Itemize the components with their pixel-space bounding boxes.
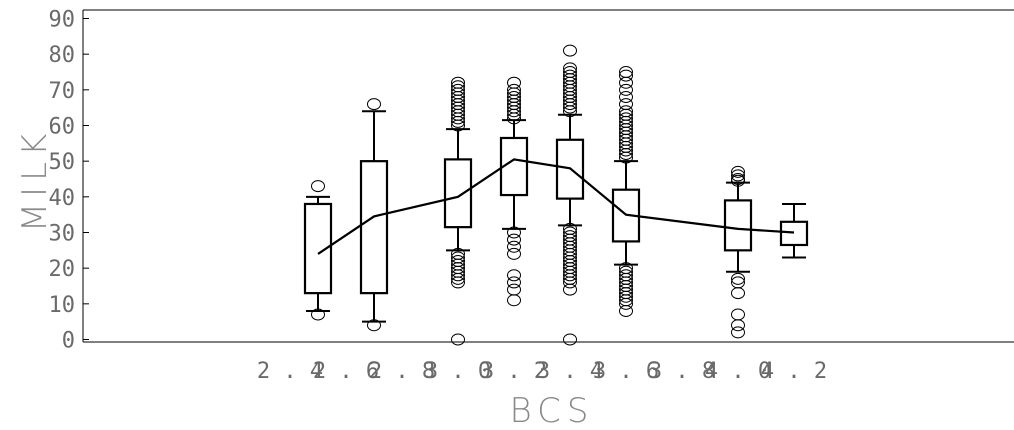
outlier-point: [563, 226, 577, 239]
outlier-point: [507, 90, 521, 103]
outlier-point: [563, 62, 577, 75]
outlier-point: [451, 333, 465, 346]
box-group: [555, 44, 585, 346]
y-tick-label: 20: [49, 257, 76, 282]
outlier-point: [507, 294, 521, 307]
y-tick-label: 40: [49, 186, 76, 211]
outlier-point: [451, 255, 465, 268]
outlier-point: [451, 247, 465, 260]
box-rect: [723, 199, 753, 252]
outlier-point: [507, 283, 521, 296]
box-rect: [303, 202, 333, 295]
outlier-point: [731, 308, 745, 321]
outlier-point: [507, 247, 521, 260]
outlier-point: [563, 333, 577, 346]
y-tick-label: 90: [49, 8, 76, 33]
box-group: [611, 66, 641, 317]
mean-line: [317, 158, 795, 255]
outlier-point: [451, 83, 465, 96]
outlier-point: [731, 276, 745, 289]
x-tick-label: 4 . 2: [761, 359, 827, 384]
outlier-point: [619, 269, 633, 282]
outlier-point: [619, 105, 633, 118]
outlier-point: [731, 165, 745, 178]
box-rect: [443, 158, 473, 229]
y-tick-label: 80: [49, 43, 76, 68]
outlier-point: [619, 66, 633, 78]
outlier-point: [507, 233, 521, 246]
outlier-point: [619, 69, 633, 82]
outlier-point: [451, 80, 465, 93]
box-group: [779, 202, 809, 259]
outlier-point: [731, 173, 745, 185]
box-rect: [499, 136, 529, 197]
y-tick-label: 30: [49, 222, 76, 247]
outlier-point: [731, 326, 745, 339]
outlier-point: [563, 44, 577, 57]
outlier-point: [619, 112, 633, 125]
outlier-point: [367, 98, 381, 111]
outlier-point: [619, 265, 633, 278]
box-group: [723, 165, 753, 339]
x-tick-label: 3 . 4: [537, 359, 603, 384]
box-group: [443, 76, 473, 346]
box-series: [303, 44, 809, 346]
y-tick-label: 10: [49, 293, 76, 318]
x-tick-label: 2 . 6: [313, 359, 379, 384]
x-axis-title: BCS: [510, 391, 595, 430]
x-tick-label: 3 . 8: [649, 359, 715, 384]
x-axis: 2 . 42 . 62 . 83 . 03 . 23 . 43 . 63 . 8…: [83, 9, 1014, 430]
y-tick-label: 0: [62, 329, 75, 354]
outlier-point: [619, 90, 633, 103]
outlier-point: [731, 169, 745, 182]
outlier-point: [563, 230, 577, 243]
y-tick-label: 50: [49, 150, 76, 175]
box-group: [303, 180, 333, 321]
outlier-point: [619, 262, 633, 275]
y-tick-label: 60: [49, 115, 76, 140]
outlier-point: [451, 251, 465, 264]
outlier-point: [563, 69, 577, 82]
box-rect: [779, 220, 809, 247]
outlier-point: [507, 76, 521, 89]
outlier-point: [507, 269, 521, 282]
outlier-point: [311, 308, 325, 321]
y-axis: 0 10 20 30 40 50 60 70 80 90 MILK: [15, 8, 89, 354]
outlier-point: [619, 98, 633, 111]
outlier-point: [507, 240, 521, 253]
x-tick-label: 3 . 0: [425, 359, 491, 384]
x-tick-label: 3 . 2: [481, 359, 547, 384]
outlier-point: [311, 180, 325, 193]
x-tick-label: 2 . 8: [369, 359, 435, 384]
x-tick-label: 3 . 6: [593, 359, 659, 384]
outlier-point: [367, 319, 381, 332]
box-rect: [359, 160, 389, 295]
outlier-point: [563, 222, 577, 235]
outlier-point: [563, 66, 577, 78]
outlier-point: [731, 287, 745, 300]
outlier-point: [507, 276, 521, 289]
y-tick-label: 70: [49, 79, 76, 104]
outlier-point: [731, 272, 745, 285]
x-tick-label: 4 . 0: [705, 359, 771, 384]
y-axis-title: MILK: [15, 128, 55, 233]
outlier-point: [507, 83, 521, 96]
box-group: [499, 76, 529, 307]
box-group: [359, 98, 389, 332]
x-tick-label: 2 . 4: [257, 359, 323, 384]
outlier-point: [619, 83, 633, 96]
outlier-point: [451, 76, 465, 89]
outlier-point: [731, 319, 745, 332]
outlier-point: [507, 226, 521, 239]
box-rect: [555, 138, 585, 200]
